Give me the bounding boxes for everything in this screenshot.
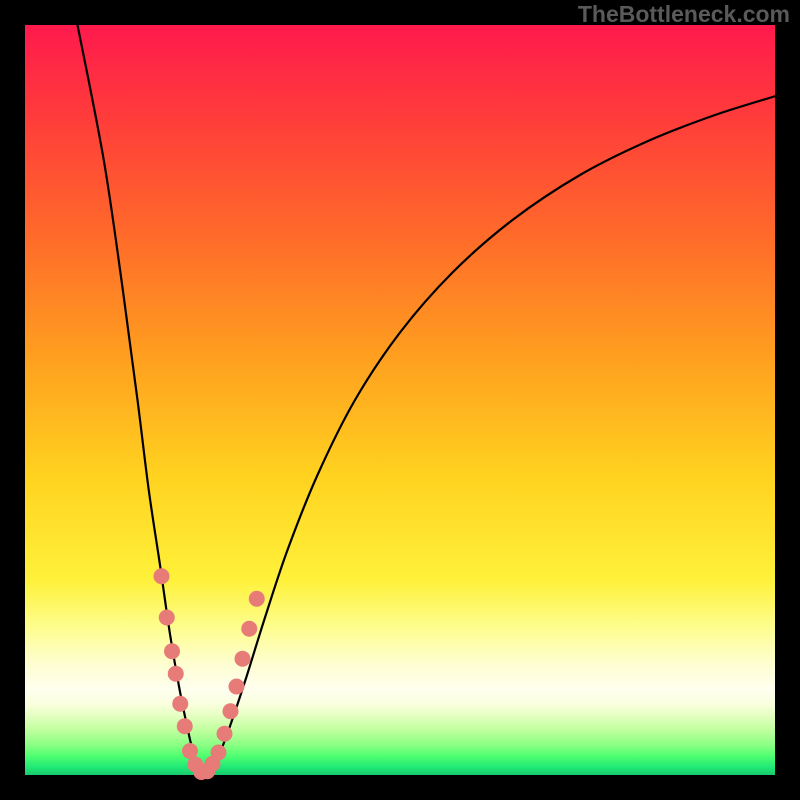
curve-marker (217, 726, 233, 742)
bottleneck-curve-chart: TheBottleneck.com (0, 0, 800, 800)
chart-svg (0, 0, 800, 800)
curve-marker (241, 621, 257, 637)
curve-marker (235, 651, 251, 667)
curve-marker (223, 703, 239, 719)
curve-marker (172, 696, 188, 712)
curve-marker (159, 610, 175, 626)
curve-marker (211, 745, 227, 761)
curve-marker (154, 568, 170, 584)
curve-marker (164, 643, 180, 659)
curve-marker (177, 718, 193, 734)
curve-marker (229, 679, 245, 695)
curve-marker (168, 666, 184, 682)
curve-marker (249, 591, 265, 607)
